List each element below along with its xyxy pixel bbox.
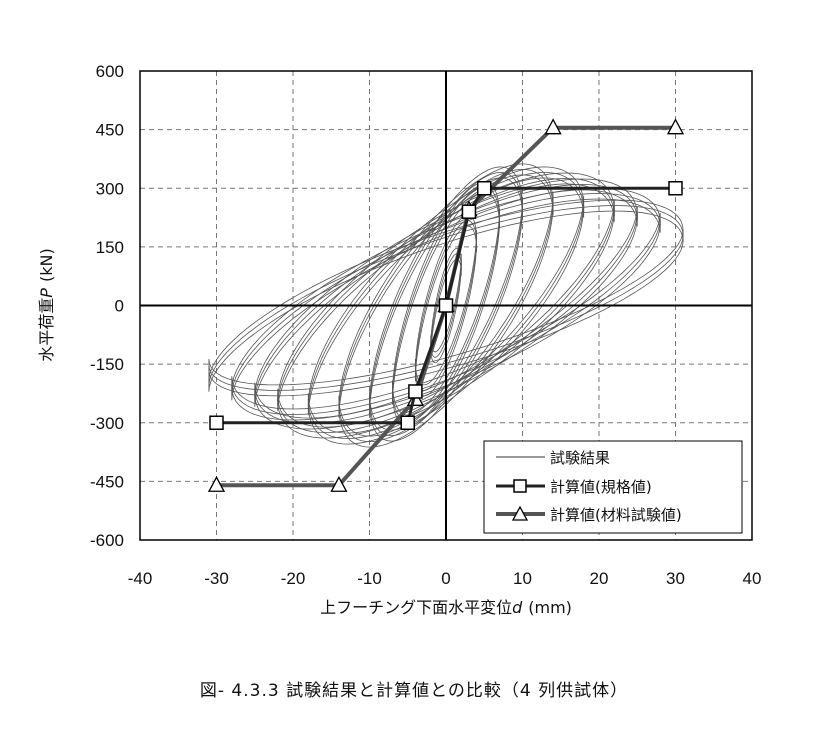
square-marker [668, 181, 683, 196]
y-tick-label: -150 [90, 355, 124, 374]
y-tick-label: -600 [90, 531, 124, 550]
y-tick-label: -300 [90, 414, 124, 433]
square-marker [209, 415, 224, 430]
legend-marker-triangle [511, 505, 529, 521]
x-axis-label: 上フーチング下面水平変位d (mm) [320, 598, 572, 617]
legend-label-test: 試験結果 [550, 449, 610, 467]
calculated-series [207, 118, 685, 492]
triangle-marker [330, 475, 348, 492]
legend-label-material: 計算値(材料試験値) [550, 506, 682, 524]
triangle-marker [544, 118, 562, 135]
x-tick-label: 0 [441, 569, 450, 588]
y-tick-label: 300 [96, 179, 124, 198]
y-tick-label: 150 [96, 238, 124, 257]
test-loop [415, 225, 477, 386]
x-tick-label: 30 [666, 569, 685, 588]
x-tick-label: -40 [128, 569, 153, 588]
tick-labels: -40 -30 -20 -10 0 10 20 30 40 600 450 300 150 0 -150 -3… [90, 62, 761, 588]
legend-marker-square [513, 479, 527, 493]
test-result-series [208, 163, 684, 448]
plot-frame [139, 70, 753, 541]
y-tick-label: 0 [115, 297, 124, 316]
square-marker [400, 415, 415, 430]
square-marker [461, 204, 477, 219]
x-tick-label: 20 [590, 569, 609, 588]
test-loop [208, 210, 684, 392]
y-tick-label: 450 [96, 121, 124, 140]
y-tick-label: 600 [96, 62, 124, 81]
y-axis-label: 水平荷重P(kN) [37, 248, 56, 361]
square-marker [438, 298, 454, 313]
x-tick-label: -10 [357, 569, 382, 588]
y-tick-label: -450 [90, 472, 124, 491]
x-tick-label: -20 [281, 569, 306, 588]
legend: 試験結果 計算値(規格値) 計算値(材料試験値) [483, 440, 743, 534]
triangle-marker [207, 475, 226, 492]
triangle-marker [666, 118, 685, 135]
hysteresis-chart: -40 -30 -20 -10 0 10 20 30 40 600 450 300 150 0 -150 -3… [37, 62, 761, 617]
legend-label-standard: 計算値(規格値) [550, 478, 652, 496]
x-tick-label: 40 [743, 569, 762, 588]
x-tick-label: -30 [204, 569, 229, 588]
test-loop [392, 192, 500, 416]
square-marker [477, 181, 492, 196]
test-loop [307, 177, 585, 434]
figure-caption: 図- 4.3.3 試験結果と計算値との比較（4 列供試体） [199, 681, 629, 701]
square-marker [408, 384, 423, 399]
x-tick-label: 10 [513, 569, 532, 588]
